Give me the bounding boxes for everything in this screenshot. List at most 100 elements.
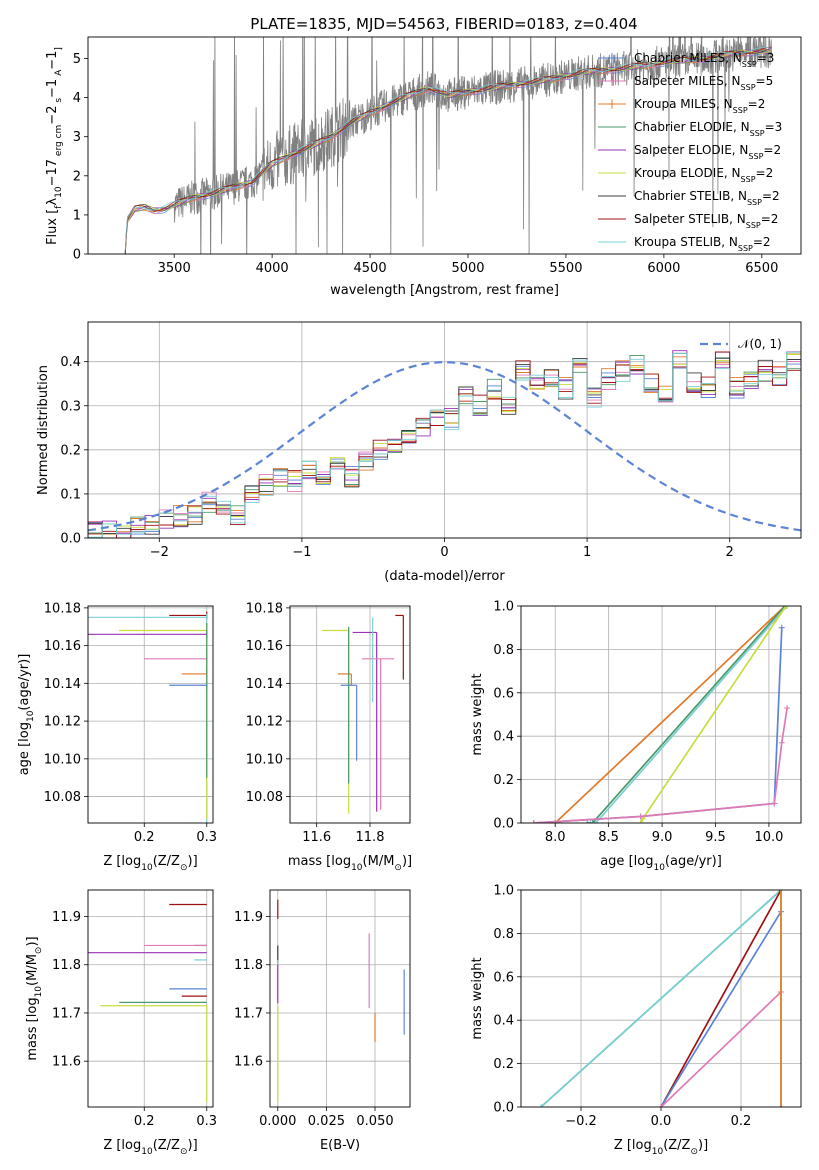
legend-entry-tail: =2 [748, 97, 766, 111]
mass-vs-Z-xtick-label: 0.3 [196, 1114, 217, 1129]
residuals-xtick-label: −1 [292, 545, 311, 560]
legend-entry-main: Chabrier ELODIE, N [634, 120, 750, 134]
legend-entry-tail: =3 [765, 120, 783, 134]
legend-entry-sub: SSP [750, 129, 765, 138]
legend-entry-sub: SSP [741, 83, 756, 92]
legend-entry-sub: SSP [742, 60, 757, 69]
cumulative-Z-xtick-label: 0.0 [651, 1114, 672, 1129]
cumulative-age-ytick-label: 0.6 [493, 686, 514, 701]
legend-entry-main: Chabrier MILES, N [634, 51, 742, 65]
spectrum-ylabel: Flux [fλ10−17 erg cm−2 s−1 A−1] [45, 47, 64, 245]
legend-entry: Salpeter MILES, NSSP=5 [634, 74, 773, 92]
figure-title: PLATE=1835, MJD=54563, FIBERID=0183, z=0… [250, 15, 637, 33]
age-vs-Z-ylabel: age [log10(age/yr)] [17, 654, 36, 776]
cumulative-age-frame [520, 605, 802, 824]
cumulative-age-ytick-label: 1.0 [493, 600, 514, 615]
cumulative-Z-xlabel-part: ⊙ [690, 1147, 698, 1157]
spectrum-lines [124, 37, 772, 254]
mass-vs-Z-xlabel-part: (Z/Z [153, 1138, 180, 1153]
legend-entry-main: Chabrier STELIB, N [634, 189, 747, 203]
mass-vs-EBV-errorbars [277, 899, 405, 1103]
legend-entry-main: Kroupa STELIB, N [634, 235, 738, 249]
spectrum-ylabel-part: −1 [45, 79, 60, 98]
legend-entry-sub: SSP [738, 244, 753, 253]
mass-vs-Z-ylabel-part: ⊙ [34, 947, 44, 955]
spectrum-ytick-label: 0 [73, 248, 81, 263]
spectrum-frame [87, 36, 802, 255]
legend-entry: Salpeter ELODIE, NSSP=2 [634, 143, 781, 161]
residuals-xtick-label: −2 [150, 545, 169, 560]
age-vs-mass-errorbars [322, 614, 404, 814]
cumulative-Z-xlabel-part: (Z/Z [663, 1138, 690, 1153]
legend-entry-tail: =3 [757, 51, 775, 65]
mass-vs-EBV-ytick-label: 11.7 [234, 1006, 263, 1021]
spectrum-ylabel-part: λ [45, 198, 60, 206]
cumulative-age-xtick-label: 9.0 [652, 830, 673, 845]
age-vs-mass-xtick-label: 11.6 [302, 830, 331, 845]
age-vs-Z-frame [87, 605, 214, 824]
residuals-axes: −2 −1 0 1 2 0.0 0.1 0.2 0.3 0.4 [60, 322, 801, 560]
cumulative-Z-frame [520, 889, 802, 1108]
spectrum-ylabel-part: −2 [45, 106, 60, 125]
cumulative-age-xlabel-part: 10 [653, 863, 665, 873]
age-vs-mass-xlabel-part: mass [log [288, 854, 351, 869]
mass-vs-Z-xlabel: Z [log10(Z/Z⊙)] [103, 1138, 197, 1157]
residuals-xtick-label: 2 [726, 545, 734, 560]
legend-entry: Chabrier MILES, NSSP=3 [634, 51, 774, 69]
mass-vs-Z-ylabel-part: )] [25, 936, 40, 946]
age-vs-Z-ytick-label: 10.12 [44, 715, 81, 730]
spectrum-ylabel-part: −17 [45, 159, 60, 186]
age-vs-Z-xlabel-part: Z [log [103, 854, 141, 869]
age-vs-mass-xlabel: mass [log10(M/M⊙)] [288, 854, 412, 873]
mass-vs-EBV-xtick-label: 0.000 [259, 1114, 296, 1129]
age-vs-mass-ytick-label: 10.14 [246, 677, 283, 692]
cumulative-age-xlabel-part: age [log [600, 854, 653, 869]
age-vs-mass-ytick-label: 10.10 [246, 752, 283, 767]
age-vs-mass-grid [290, 606, 410, 823]
age-vs-Z-xlabel-part: )] [188, 854, 198, 869]
cumulative-Z-xlabel-part: 10 [652, 1147, 664, 1157]
legend-entry-main: Salpeter MILES, N [634, 74, 741, 88]
hist-kroupa-stelib [88, 351, 801, 538]
legend-entry: Salpeter STELIB, NSSP=2 [634, 212, 778, 230]
legend-entry-tail: =5 [756, 74, 774, 88]
cumulative-Z-ytick-label: 0.0 [493, 1101, 514, 1116]
cumulative-age-ytick-label: 0.0 [493, 817, 514, 832]
hist-chabrier-miles [88, 351, 801, 538]
age-vs-Z-xlabel-part: ⊙ [180, 863, 188, 873]
cumulative-Z-axes: −0.2 0.0 0.2 0.0 0.2 0.4 0.6 0.8 1.0 [493, 884, 801, 1129]
age-vs-mass-ytick-label: 10.16 [246, 639, 283, 654]
hist-ylabel: Normed distribution [36, 365, 51, 495]
spectrum-axes: 3500 4000 4500 5000 5500 6000 6500 0 1 2 3 4 5 [73, 52, 779, 276]
legend-entry-sub: SSP [746, 221, 761, 230]
spectrum-ylabel-part: 10 [54, 186, 64, 198]
cumulative-Z-ytick-label: 1.0 [493, 884, 514, 899]
mass-vs-EBV-ytick-label: 11.9 [234, 910, 263, 925]
mass-vs-Z-ylabel-part: 10 [34, 986, 44, 998]
mass-vs-Z-ylabel-part: (M/M [25, 954, 40, 986]
age-vs-Z-xlabel-part: (Z/Z [153, 854, 180, 869]
age-vs-mass-ytick-label: 10.18 [246, 601, 283, 616]
residuals-frame [87, 321, 802, 539]
cumulative-age-axes: 8.0 8.5 9.0 9.5 10.0 0.0 0.2 0.4 0.6 0.8 1.0 [493, 600, 801, 845]
age-vs-mass-frame [289, 605, 411, 824]
age-vs-Z-xtick-label: 0.2 [134, 830, 155, 845]
cumulative-age-ytick-label: 0.8 [493, 643, 514, 658]
mass-vs-EBV-xlabel: E(B-V) [320, 1138, 360, 1153]
legend-entry-sub: SSP [748, 152, 763, 161]
cumulative-age-ytick-label: 0.2 [493, 773, 514, 788]
cumulative-Z-ytick-label: 0.2 [493, 1057, 514, 1072]
spectrum-model-kroupa-elodie [124, 49, 772, 254]
age-vs-Z-axes: 0.2 0.3 10.08 10.10 10.12 10.14 10.16 10.18 [44, 601, 217, 845]
mass-vs-EBV-axes: 0.000 0.025 0.050 11.6 11.7 11.8 11.9 [234, 890, 410, 1129]
cumulative-Z-xlabel: Z [log10(Z/Z⊙)] [614, 1138, 708, 1157]
cumulative-age-line-chabrier-elodie [587, 606, 786, 823]
spectrum-ylabel-part: erg cm [54, 125, 64, 159]
cumulative-age-xlabel-part: (age/yr)] [665, 854, 722, 869]
spectrum-xtick-label: 6000 [647, 261, 680, 276]
spectrum-ylabel-part: −1 [45, 51, 60, 70]
age-vs-Z-ytick-label: 10.18 [44, 601, 81, 616]
cumulative-Z-xtick-label: −0.2 [565, 1114, 597, 1129]
spectrum-ylabel-part: f [54, 205, 64, 209]
cumulative-age-xtick-label: 10.0 [754, 830, 783, 845]
